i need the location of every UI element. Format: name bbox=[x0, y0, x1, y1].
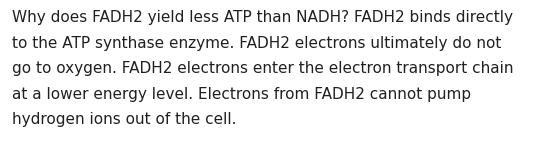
Text: Why does FADH2 yield less ATP than NADH? FADH2 binds directly: Why does FADH2 yield less ATP than NADH?… bbox=[12, 10, 513, 25]
Text: at a lower energy level. Electrons from FADH2 cannot pump: at a lower energy level. Electrons from … bbox=[12, 87, 472, 102]
Text: hydrogen ions out of the cell.: hydrogen ions out of the cell. bbox=[12, 112, 237, 127]
Text: go to oxygen. FADH2 electrons enter the electron transport chain: go to oxygen. FADH2 electrons enter the … bbox=[12, 61, 514, 76]
Text: to the ATP synthase enzyme. FADH2 electrons ultimately do not: to the ATP synthase enzyme. FADH2 electr… bbox=[12, 36, 502, 51]
